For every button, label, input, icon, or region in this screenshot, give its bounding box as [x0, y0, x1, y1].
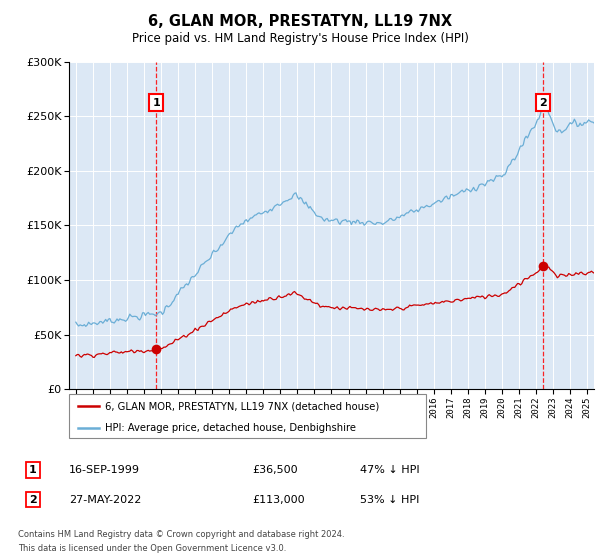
Text: This data is licensed under the Open Government Licence v3.0.: This data is licensed under the Open Gov… [18, 544, 286, 553]
Text: 6, GLAN MOR, PRESTATYN, LL19 7NX: 6, GLAN MOR, PRESTATYN, LL19 7NX [148, 14, 452, 29]
Text: HPI: Average price, detached house, Denbighshire: HPI: Average price, detached house, Denb… [105, 423, 356, 433]
Text: 1: 1 [152, 97, 160, 108]
Text: £36,500: £36,500 [252, 465, 298, 475]
Text: 16-SEP-1999: 16-SEP-1999 [69, 465, 140, 475]
Text: 47% ↓ HPI: 47% ↓ HPI [360, 465, 419, 475]
Text: 2: 2 [29, 494, 37, 505]
Text: Contains HM Land Registry data © Crown copyright and database right 2024.: Contains HM Land Registry data © Crown c… [18, 530, 344, 539]
Text: 1: 1 [29, 465, 37, 475]
Text: Price paid vs. HM Land Registry's House Price Index (HPI): Price paid vs. HM Land Registry's House … [131, 32, 469, 45]
FancyBboxPatch shape [69, 394, 426, 438]
Text: 53% ↓ HPI: 53% ↓ HPI [360, 494, 419, 505]
Text: 6, GLAN MOR, PRESTATYN, LL19 7NX (detached house): 6, GLAN MOR, PRESTATYN, LL19 7NX (detach… [105, 402, 379, 412]
Text: £113,000: £113,000 [252, 494, 305, 505]
Text: 27-MAY-2022: 27-MAY-2022 [69, 494, 142, 505]
Text: 2: 2 [539, 97, 547, 108]
